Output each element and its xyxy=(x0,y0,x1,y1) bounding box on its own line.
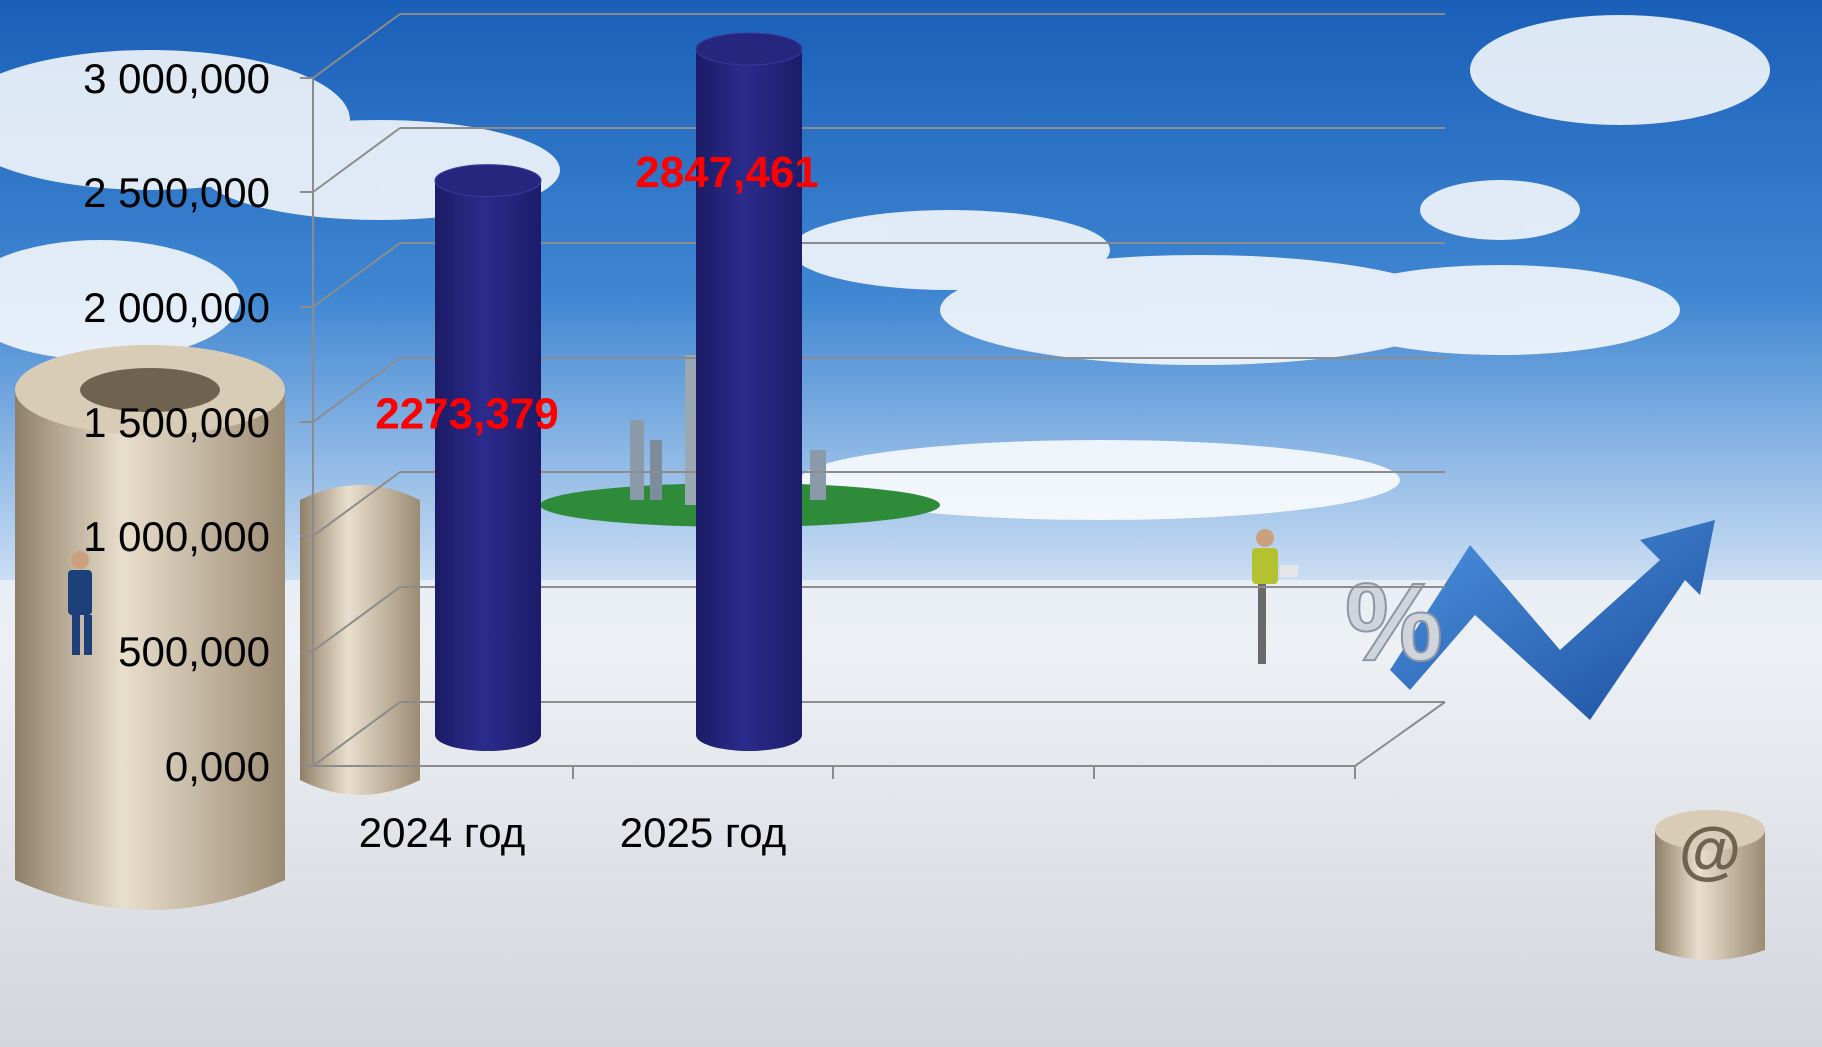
at-sign-small-icon: @ xyxy=(1655,810,1765,960)
bar-body xyxy=(435,180,541,751)
y-tick-label: 2 500,000 xyxy=(83,169,270,216)
data-label: 2847,461 xyxy=(635,148,819,197)
y-tick-label: 0,000 xyxy=(165,743,270,790)
x-tick-label: 2024 год xyxy=(359,809,525,856)
percent-icon: % xyxy=(1345,561,1443,684)
zigzag-arrow-icon xyxy=(1390,520,1715,720)
y-tick-label: 1 000,000 xyxy=(83,513,270,560)
y-axis: 0,000 500,000 1 000,000 1 500,000 2 000,… xyxy=(83,55,270,790)
bar-body xyxy=(696,48,802,751)
y-tick-label: 1 500,000 xyxy=(83,399,270,446)
bar-cap xyxy=(695,32,803,66)
svg-text:@: @ xyxy=(1679,814,1741,886)
x-tick-label: 2025 год xyxy=(620,809,786,856)
chart-grid xyxy=(300,13,1446,779)
bar-series xyxy=(434,32,803,751)
bar xyxy=(695,32,803,751)
bar xyxy=(434,164,542,751)
x-axis: 2024 год 2025 год xyxy=(359,809,786,856)
person-with-laptop-icon xyxy=(1252,529,1298,664)
data-labels: 2273,379 2847,461 xyxy=(375,148,819,439)
at-sign-cylinder-icon xyxy=(15,345,420,910)
y-tick-label: 2 000,000 xyxy=(83,284,270,331)
y-tick-label: 500,000 xyxy=(118,628,270,675)
businessman-icon xyxy=(68,551,92,655)
data-label: 2273,379 xyxy=(375,390,559,439)
y-tick-label: 3 000,000 xyxy=(83,55,270,102)
bar-cap xyxy=(434,164,542,198)
clouds-icon xyxy=(0,15,1770,520)
